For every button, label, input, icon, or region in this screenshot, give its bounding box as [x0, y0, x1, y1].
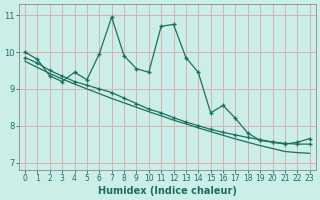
X-axis label: Humidex (Indice chaleur): Humidex (Indice chaleur) — [98, 186, 237, 196]
